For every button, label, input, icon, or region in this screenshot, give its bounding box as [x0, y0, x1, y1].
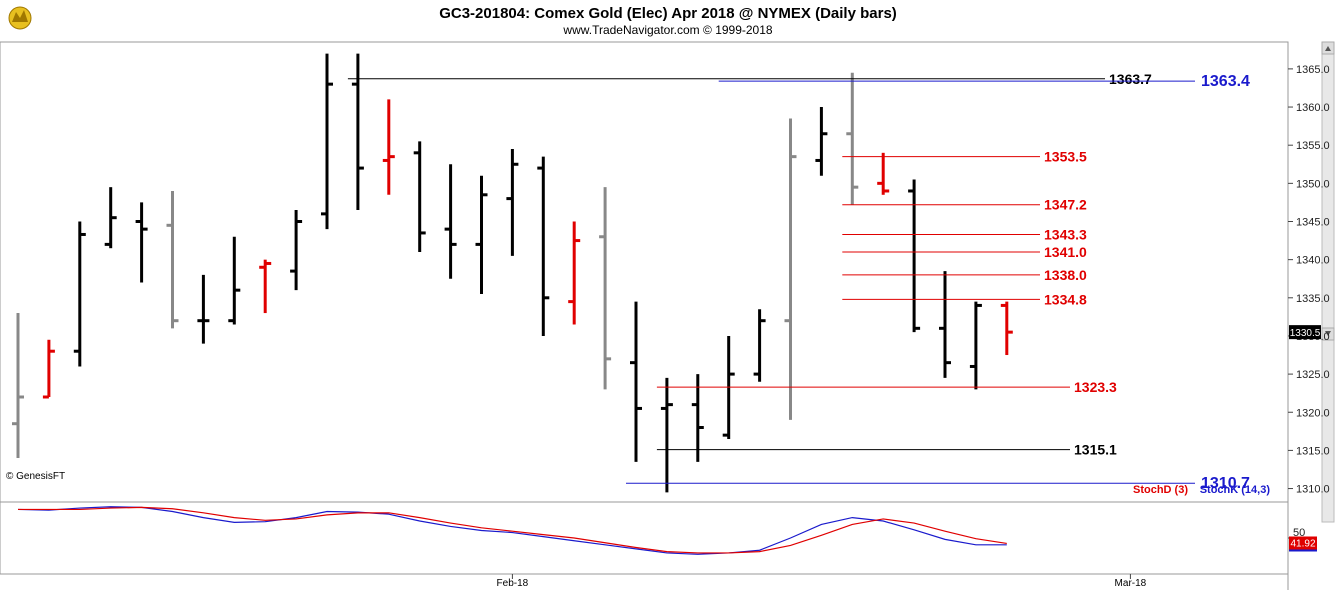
- price-tick-label: 1365.0: [1296, 64, 1330, 76]
- price-tick-label: 1320.0: [1296, 407, 1330, 419]
- arrow-down-icon: [1325, 331, 1331, 336]
- level-line-1341-0: 1341.0: [842, 244, 1087, 260]
- arrow-up-icon: [1325, 46, 1331, 51]
- price-bar: [753, 309, 766, 382]
- price-tick-label: 1360.0: [1296, 102, 1330, 114]
- stoch-panel: [0, 501, 1289, 575]
- chart-title: GC3-201804: Comex Gold (Elec) Apr 2018 @…: [439, 5, 897, 22]
- price-bar: [413, 141, 426, 253]
- level-label: 1341.0: [1044, 244, 1087, 260]
- price-tick-label: 1310.0: [1296, 484, 1330, 496]
- svg-text:41.92: 41.92: [1290, 538, 1315, 549]
- level-line-1347-2: 1347.2: [842, 197, 1087, 213]
- level-line-1363-4: 1363.4: [718, 73, 1250, 90]
- price-bar: [351, 53, 364, 211]
- level-line-1343-3: 1343.3: [842, 226, 1087, 242]
- level-label: 1353.5: [1044, 149, 1087, 165]
- legend-stoch-d: StochD (3): [1133, 484, 1188, 496]
- level-line-1363-7: 1363.7: [347, 71, 1152, 87]
- level-label: 1363.7: [1109, 71, 1152, 87]
- price-tick-label: 1345.0: [1296, 216, 1330, 228]
- watermark: © GenesisFT: [6, 471, 65, 482]
- level-label: 1310.7: [1201, 475, 1250, 492]
- level-line-1334-8: 1334.8: [842, 291, 1087, 307]
- price-panel: [0, 41, 1289, 503]
- price-bar: [784, 118, 797, 420]
- price-bar: [73, 221, 86, 367]
- price-bar: [660, 377, 673, 493]
- price-bar: [135, 202, 148, 283]
- logo-icon: [8, 6, 32, 30]
- x-tick-label: Mar-18: [1115, 578, 1147, 589]
- level-label: 1347.2: [1044, 197, 1087, 213]
- stoch-k-line: [17, 506, 1007, 555]
- price-bar: [969, 301, 982, 390]
- stoch-tick-50: 50: [1293, 527, 1305, 539]
- level-label: 1343.3: [1044, 226, 1087, 242]
- legend-stoch-k: StochK (14,3): [1200, 484, 1271, 496]
- price-bar: [815, 107, 828, 176]
- price-tick-label: 1355.0: [1296, 140, 1330, 152]
- level-label: 1338.0: [1044, 267, 1087, 283]
- price-bar: [382, 99, 395, 195]
- price-bar: [877, 152, 890, 195]
- price-tick-label: 1340.0: [1296, 255, 1330, 267]
- price-bar: [537, 156, 550, 336]
- price-bar: [12, 313, 24, 459]
- price-tick-label: 1335.0: [1296, 293, 1330, 305]
- level-line-1338-0: 1338.0: [842, 267, 1087, 283]
- price-bar: [475, 175, 488, 294]
- level-label: 1334.8: [1044, 291, 1087, 307]
- level-line-1353-5: 1353.5: [842, 149, 1087, 165]
- price-bar: [290, 210, 303, 291]
- price-bar: [846, 72, 859, 205]
- price-bar: [259, 259, 272, 314]
- level-label: 1315.1: [1074, 442, 1117, 458]
- price-bar: [506, 149, 519, 256]
- price-bar: [1000, 301, 1013, 356]
- price-bar: [568, 221, 581, 325]
- price-bar: [228, 236, 241, 325]
- x-tick-label: Feb-18: [497, 578, 529, 589]
- svg-text:1330.5: 1330.5: [1290, 328, 1321, 339]
- price-bar: [444, 164, 457, 279]
- stoch-last-marker: 41.92: [1289, 536, 1317, 550]
- price-tick-label: 1350.0: [1296, 178, 1330, 190]
- price-tick-label: 1315.0: [1296, 445, 1330, 457]
- level-line-1323-3: 1323.3: [656, 379, 1117, 395]
- level-label: 1323.3: [1074, 379, 1117, 395]
- price-bar: [321, 53, 333, 230]
- price-bar: [197, 274, 210, 344]
- price-bar: [939, 271, 951, 378]
- price-bar: [630, 301, 642, 462]
- level-line-1315-1: 1315.1: [656, 442, 1117, 458]
- price-bar: [42, 339, 55, 399]
- stoch-d-line: [18, 506, 1007, 554]
- price-bar: [166, 190, 179, 329]
- price-tick-label: 1325.0: [1296, 369, 1330, 381]
- price-bar: [908, 179, 921, 333]
- level-line-1310-7: 1310.7: [626, 475, 1250, 492]
- last-price-marker: 1330.5: [1289, 325, 1321, 340]
- price-bar: [599, 187, 612, 390]
- chart-subtitle: www.TradeNavigator.com © 1999-2018: [562, 23, 772, 37]
- level-label: 1363.4: [1201, 73, 1250, 90]
- price-bar: [691, 374, 704, 462]
- vertical-scrollbar[interactable]: [1321, 41, 1335, 523]
- price-bar: [104, 187, 117, 249]
